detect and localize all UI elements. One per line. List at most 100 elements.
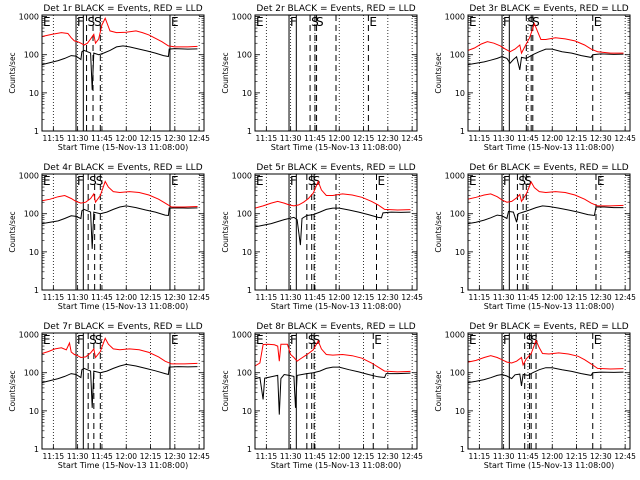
panel-title: Det 9r BLACK = Events, RED = LLD xyxy=(469,322,628,332)
marker-label: S xyxy=(518,174,526,188)
x-tick-label: 11:30 xyxy=(280,452,302,461)
x-tick-label: 12:45 xyxy=(188,452,210,461)
series-events-line xyxy=(42,205,198,249)
marker-label: E xyxy=(469,174,477,188)
x-tick-label: 11:45 xyxy=(304,293,326,302)
x-tick-label: 12:45 xyxy=(188,134,210,143)
x-tick-label: 12:15 xyxy=(140,134,162,143)
y-tick-label: 10 xyxy=(242,407,252,416)
y-tick-label: 1000 xyxy=(445,172,465,181)
x-tick-label: 12:15 xyxy=(566,293,588,302)
marker-label: S xyxy=(94,15,102,29)
marker-label: S xyxy=(89,333,97,347)
marker-label: E xyxy=(594,333,602,347)
panel-title: Det 3r BLACK = Events, RED = LLD xyxy=(469,4,628,14)
x-tick-label: 12:15 xyxy=(353,134,375,143)
series-events-line xyxy=(468,48,624,71)
panel-title: Det 4r BLACK = Events, RED = LLD xyxy=(43,163,202,173)
y-axis-label: Counts/sec xyxy=(221,370,230,411)
x-tick-label: 12:30 xyxy=(377,293,399,302)
x-axis-label: Start Time (15-Nov-13 11:08:00) xyxy=(271,302,401,311)
series-events-line xyxy=(255,207,411,246)
y-tick-label: 100 xyxy=(237,210,252,219)
marker-label: E xyxy=(256,174,264,188)
panel-det-9: Det 9r BLACK = Events, RED = LLD 1 10 100 10… xyxy=(434,322,636,470)
panel-title: Det 6r BLACK = Events, RED = LLD xyxy=(469,163,628,173)
marker-label: S xyxy=(316,15,324,29)
plot-frame xyxy=(467,332,631,450)
x-tick-label: 11:15 xyxy=(43,452,65,461)
marker-label: E xyxy=(469,333,477,347)
series-lld-line xyxy=(468,339,624,370)
marker-label: S xyxy=(96,174,104,188)
marker-label: F xyxy=(503,174,510,188)
x-tick-label: 12:45 xyxy=(401,134,423,143)
marker-label: E xyxy=(594,15,602,29)
marker-label: E xyxy=(369,15,377,29)
marker-label: F xyxy=(77,15,84,29)
y-tick-label: 100 xyxy=(450,369,465,378)
y-tick-label: 10 xyxy=(242,248,252,257)
y-tick-label: 1000 xyxy=(232,331,252,340)
y-tick-label: 1000 xyxy=(19,172,39,181)
x-tick-label: 12:45 xyxy=(614,134,636,143)
series-lld-line xyxy=(255,339,411,373)
y-tick-label: 1 xyxy=(460,127,465,136)
x-tick-label: 11:30 xyxy=(493,134,515,143)
plot-frame xyxy=(254,332,418,450)
panel-det-3: Det 3r BLACK = Events, RED = LLD 1 10 100 10… xyxy=(434,4,636,152)
plot-frame xyxy=(41,173,205,291)
x-tick-label: 11:45 xyxy=(304,452,326,461)
marker-label: F xyxy=(503,15,510,29)
x-tick-label: 11:30 xyxy=(493,293,515,302)
plot-frame xyxy=(41,332,205,450)
x-axis-label: Start Time (15-Nov-13 11:08:00) xyxy=(58,143,188,152)
y-tick-label: 10 xyxy=(29,407,39,416)
x-tick-label: 12:30 xyxy=(590,134,612,143)
y-axis-label: Counts/sec xyxy=(434,370,443,411)
y-axis-label: Counts/sec xyxy=(8,52,17,93)
x-tick-label: 11:45 xyxy=(304,134,326,143)
marker-label: E xyxy=(171,333,179,347)
panel-det-1: Det 1r BLACK = Events, RED = LLD 1 10 100 10… xyxy=(8,4,210,152)
marker-label: E xyxy=(43,15,51,29)
y-tick-label: 1 xyxy=(460,445,465,454)
x-tick-label: 11:15 xyxy=(256,293,278,302)
y-tick-label: 1 xyxy=(34,445,39,454)
y-tick-label: 1000 xyxy=(19,13,39,22)
y-tick-label: 100 xyxy=(237,51,252,60)
marker-label: S xyxy=(527,15,535,29)
panel-det-6: Det 6r BLACK = Events, RED = LLD 1 10 100 10… xyxy=(434,163,636,311)
marker-label: S xyxy=(313,333,321,347)
x-tick-label: 12:00 xyxy=(541,452,563,461)
y-axis-label: Counts/sec xyxy=(434,52,443,93)
x-tick-label: 12:00 xyxy=(328,293,350,302)
x-tick-label: 11:15 xyxy=(256,452,278,461)
x-tick-label: 12:30 xyxy=(377,134,399,143)
series-lld-line xyxy=(468,180,624,207)
marker-label: S xyxy=(311,15,319,29)
x-tick-label: 11:45 xyxy=(91,293,113,302)
plot-frame xyxy=(254,14,418,132)
marker-label: S xyxy=(308,174,316,188)
y-tick-label: 1 xyxy=(34,127,39,136)
y-axis-label: Counts/sec xyxy=(221,211,230,252)
series-lld-line xyxy=(42,337,198,365)
x-tick-label: 12:00 xyxy=(541,134,563,143)
y-tick-label: 10 xyxy=(29,248,39,257)
y-tick-label: 1000 xyxy=(445,331,465,340)
series-lld-line xyxy=(255,180,411,211)
y-axis-label: Counts/sec xyxy=(8,370,17,411)
x-tick-label: 11:30 xyxy=(67,452,89,461)
x-tick-label: 11:45 xyxy=(517,293,539,302)
y-tick-label: 10 xyxy=(455,248,465,257)
x-tick-label: 12:15 xyxy=(566,134,588,143)
panel-title: Det 1r BLACK = Events, RED = LLD xyxy=(43,4,202,14)
x-tick-label: 11:15 xyxy=(469,134,491,143)
x-tick-label: 12:15 xyxy=(353,293,375,302)
plot-frame xyxy=(41,14,205,132)
panel-title: Det 7r BLACK = Events, RED = LLD xyxy=(43,322,202,332)
x-tick-label: 12:30 xyxy=(164,134,186,143)
x-tick-label: 12:45 xyxy=(401,293,423,302)
